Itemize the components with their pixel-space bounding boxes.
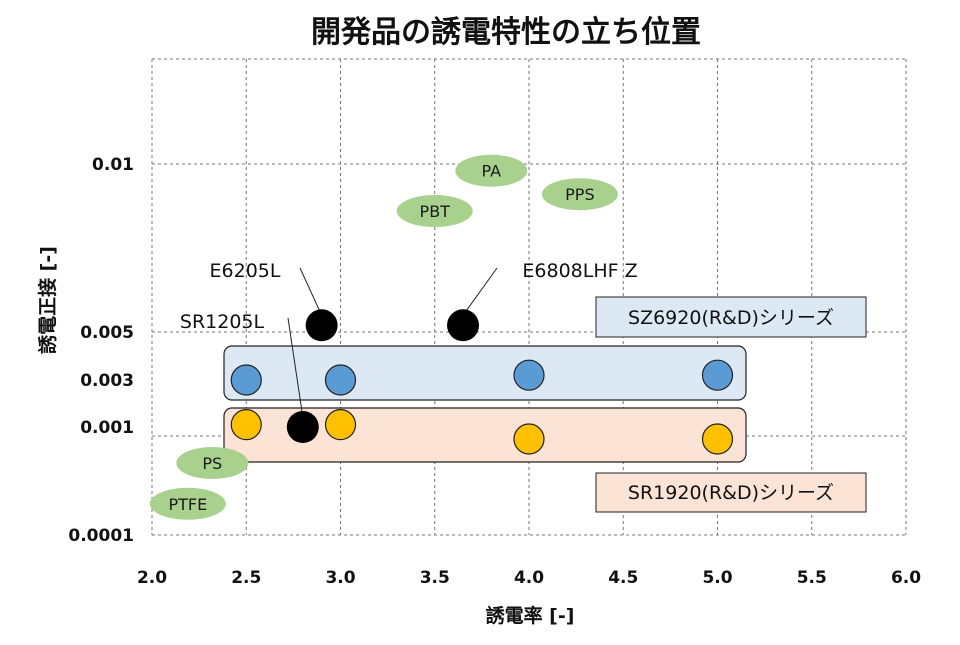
leader-line (287, 317, 304, 418)
product-point (305, 309, 338, 342)
sr1920-label-box (595, 472, 867, 513)
material-ellipse (176, 447, 249, 479)
product-label: E6808LHF Z (522, 260, 637, 282)
sz6920-label-box (595, 296, 867, 338)
x-axis-label: 誘電率 [-] (486, 604, 575, 627)
product-point (286, 411, 319, 443)
y-tick-label: 0.01 (92, 155, 134, 175)
y-tick-label: 0.0001 (68, 526, 134, 546)
y-tick-label: 0.003 (80, 371, 134, 391)
leader-line (462, 267, 498, 316)
x-tick-label: 2.0 (137, 568, 167, 588)
x-tick-label: 6.0 (891, 568, 921, 588)
y-tick-label: 0.001 (80, 418, 134, 438)
x-tick-label: 4.0 (514, 568, 544, 588)
data-point (230, 409, 262, 441)
x-tick-label: 3.5 (420, 568, 450, 588)
y-tick-label: 0.005 (80, 323, 134, 343)
material-ellipse (541, 178, 618, 211)
material-ellipse (149, 487, 226, 520)
y-axis-ticks: 0.0001 0.001 0.003 0.005 0.01 (68, 155, 134, 546)
data-point (701, 423, 734, 455)
sz6920-series-box (223, 345, 747, 401)
leader-line (299, 267, 323, 316)
material-ellipse (455, 154, 528, 187)
material-label: PPS (565, 185, 594, 204)
y-axis-label: 誘電正接 [-] (36, 246, 59, 354)
series-points (230, 359, 734, 455)
material-label: PBT (420, 202, 451, 221)
product-label: E6205L (210, 260, 281, 282)
material-label: PTFE (168, 495, 207, 514)
x-tick-label: 5.5 (797, 568, 827, 588)
products: E6205L E6808LHF Z SR1205L (180, 260, 638, 443)
x-tick-label: 4.5 (608, 568, 638, 588)
series-labels: SZ6920(R&D)シリーズ SR1920(R&D)シリーズ (595, 296, 867, 513)
x-tick-label: 3.0 (325, 568, 355, 588)
x-tick-label: 5.0 (702, 568, 732, 588)
x-tick-label: 2.5 (231, 568, 261, 588)
data-point (513, 359, 545, 391)
material-ellipse (396, 195, 473, 228)
sr1920-label: SR1920(R&D)シリーズ (628, 482, 834, 504)
materials: PA PPS PBT PS PTFE (149, 154, 618, 520)
sz6920-label: SZ6920(R&D)シリーズ (628, 307, 834, 329)
data-point (513, 423, 545, 455)
data-point (324, 409, 357, 441)
x-axis-ticks: 2.0 2.5 3.0 3.5 4.0 4.5 5.0 5.5 6.0 (137, 568, 921, 588)
chart-title: 開発品の誘電特性の立ち位置 (311, 15, 701, 50)
series-boxes (223, 345, 747, 463)
product-point (447, 309, 480, 342)
product-label: SR1205L (180, 311, 265, 333)
data-point (701, 359, 734, 391)
data-point (230, 364, 262, 396)
material-label: PS (202, 454, 222, 473)
data-point (324, 364, 357, 396)
material-label: PA (482, 162, 502, 181)
